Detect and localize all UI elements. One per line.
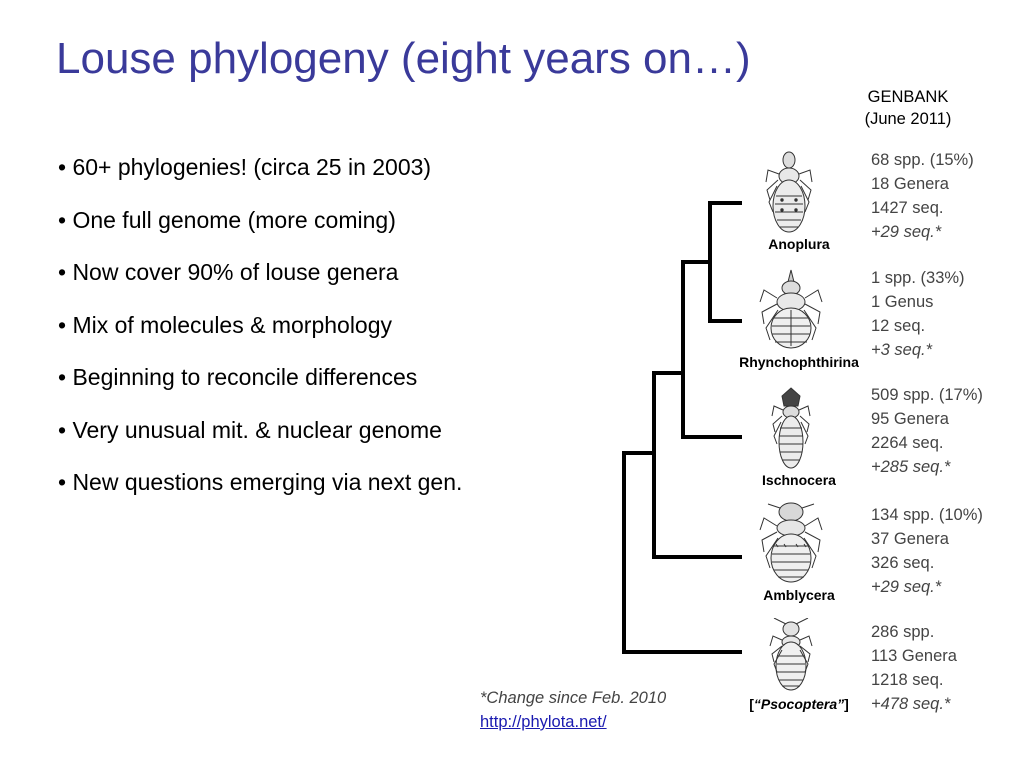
booklouse-drawing (769, 618, 813, 691)
chewing-louse-drawing (771, 387, 811, 469)
branch-node-3 (652, 371, 742, 559)
sequence-change: +478 seq.* (871, 695, 951, 713)
sequence-count: 326 seq. (871, 554, 935, 572)
bracket-open: [ (749, 696, 754, 712)
branch-node-1 (708, 201, 742, 323)
sequence-count: 2264 seq. (871, 434, 944, 452)
taxon-label-amblycera: Amblycera (763, 587, 835, 603)
bullet-list: • 60+ phylogenies! (circa 25 in 2003) • … (58, 152, 462, 520)
footnote: *Change since Feb. 2010 http://phylota.n… (480, 686, 666, 734)
stats-amblycera: 134 spp. (10%) 37 Genera 326 seq. +29 se… (871, 503, 983, 599)
genbank-title: GENBANK (867, 88, 949, 106)
sequence-change: +29 seq.* (871, 223, 942, 241)
bullet-item: • 60+ phylogenies! (circa 25 in 2003) (58, 154, 432, 180)
stats-anoplura: 68 spp. (15%) 18 Genera 1427 seq. +29 se… (871, 148, 974, 244)
sequence-count: 12 seq. (871, 317, 926, 335)
taxon-label-anoplura: Anoplura (768, 236, 830, 252)
stats-rhynchophthirina: 1 spp. (33%) 1 Genus 12 seq. +3 seq.* (871, 266, 965, 362)
sequence-count: 1427 seq. (871, 199, 944, 217)
elephant-louse-drawing (759, 269, 823, 349)
stats-ischnocera: 509 spp. (17%) 95 Genera 2264 seq. +285 … (871, 383, 983, 479)
slide-title: Louse phylogeny (eight years on…) (56, 34, 751, 83)
species-count: 286 spp. (871, 623, 935, 641)
sequence-change: +285 seq.* (871, 458, 951, 476)
genera-count: 95 Genera (871, 410, 949, 428)
genera-count: 1 Genus (871, 293, 934, 311)
branch-root (622, 451, 742, 654)
genbank-date: (June 2011) (864, 110, 952, 128)
psocoptera-name: Psocoptera (760, 696, 838, 712)
stats-psocoptera: 286 spp. 113 Genera 1218 seq. +478 seq.* (871, 620, 957, 716)
bullet-item: • New questions emerging via next gen. (58, 469, 463, 495)
genera-count: 113 Genera (871, 647, 957, 665)
quote-close: ” (837, 696, 845, 712)
genbank-header: GENBANK (June 2011) (838, 86, 978, 130)
genera-count: 18 Genera (871, 175, 949, 193)
taxon-label-psocoptera: [“Psocoptera”] (749, 696, 849, 712)
amblyceran-louse-drawing (759, 502, 823, 583)
sequence-change: +3 seq.* (871, 341, 933, 359)
branch-node-2 (681, 260, 742, 439)
phylota-link[interactable]: http://phylota.net/ (480, 713, 607, 731)
taxon-label-ischnocera: Ischnocera (762, 472, 836, 488)
species-count: 509 spp. (17%) (871, 386, 983, 404)
bullet-item: • Mix of molecules & morphology (58, 311, 393, 338)
bullet-item: • One full genome (more coming) (58, 206, 396, 233)
bullet-item: • Beginning to reconcile differences (58, 364, 418, 390)
bullet-item: • Very unusual mit. & nuclear genome (58, 416, 442, 443)
sequence-change: +29 seq.* (871, 578, 942, 596)
footnote-note: *Change since Feb. 2010 (480, 689, 667, 707)
quote-open: “ (753, 696, 761, 712)
sequence-count: 1218 seq. (871, 671, 944, 689)
sucking-louse-drawing (765, 151, 813, 233)
genera-count: 37 Genera (871, 530, 949, 548)
species-count: 68 spp. (15%) (871, 151, 974, 169)
bracket-close: ] (844, 696, 849, 712)
species-count: 1 spp. (33%) (871, 269, 965, 287)
species-count: 134 spp. (10%) (871, 506, 983, 524)
bullet-item: • Now cover 90% of louse genera (58, 259, 399, 285)
taxon-label-rhynchophthirina: Rhynchophthirina (739, 354, 859, 370)
